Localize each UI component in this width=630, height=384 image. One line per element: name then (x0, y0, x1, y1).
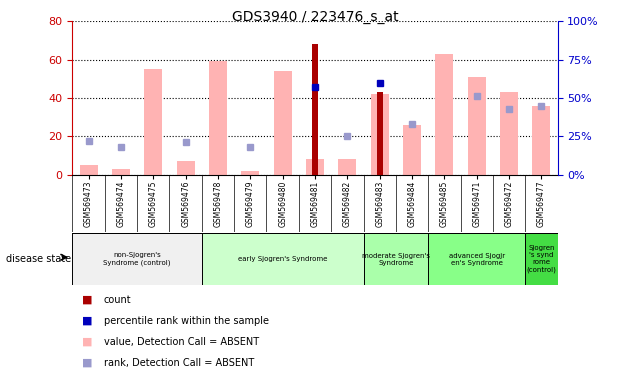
Bar (428, 233, 525, 285)
Bar (241, 171, 259, 175)
Text: count: count (104, 295, 132, 305)
Bar (435, 54, 453, 175)
Text: value, Detection Call = ABSENT: value, Detection Call = ABSENT (104, 337, 259, 347)
Text: GSM569479: GSM569479 (246, 180, 255, 227)
Text: GSM569475: GSM569475 (149, 180, 158, 227)
Bar (364, 233, 428, 285)
Text: moderate Sjogren's
Syndrome: moderate Sjogren's Syndrome (362, 253, 430, 265)
Text: ■: ■ (82, 295, 93, 305)
Text: GSM569483: GSM569483 (375, 181, 384, 227)
Text: ■: ■ (82, 316, 93, 326)
Text: GSM569476: GSM569476 (181, 180, 190, 227)
Bar (72, 233, 202, 285)
Bar (80, 165, 98, 175)
Bar (209, 61, 227, 175)
Bar (144, 69, 162, 175)
Text: GSM569482: GSM569482 (343, 181, 352, 227)
Text: GSM569472: GSM569472 (505, 181, 513, 227)
Text: ■: ■ (82, 337, 93, 347)
Bar (306, 159, 324, 175)
Text: GSM569481: GSM569481 (311, 181, 319, 227)
Text: ■: ■ (82, 358, 93, 368)
Bar (532, 106, 550, 175)
Text: GSM569471: GSM569471 (472, 181, 481, 227)
Text: early Sjogren's Syndrome: early Sjogren's Syndrome (238, 256, 328, 262)
Text: GSM569477: GSM569477 (537, 180, 546, 227)
Bar (468, 77, 486, 175)
Text: percentile rank within the sample: percentile rank within the sample (104, 316, 269, 326)
Text: GDS3940 / 223476_s_at: GDS3940 / 223476_s_at (232, 10, 398, 23)
Bar (371, 94, 389, 175)
Bar (177, 161, 195, 175)
Bar (377, 92, 383, 175)
Bar (274, 71, 292, 175)
Text: non-Sjogren's
Syndrome (control): non-Sjogren's Syndrome (control) (103, 252, 171, 266)
Text: GSM569473: GSM569473 (84, 180, 93, 227)
Bar (500, 92, 518, 175)
Text: rank, Detection Call = ABSENT: rank, Detection Call = ABSENT (104, 358, 254, 368)
Bar (525, 233, 558, 285)
Bar (403, 125, 421, 175)
Text: GSM569484: GSM569484 (408, 181, 416, 227)
Text: GSM569478: GSM569478 (214, 181, 222, 227)
Text: Sjogren
's synd
rome
(control): Sjogren 's synd rome (control) (527, 245, 556, 273)
Bar (338, 159, 356, 175)
Bar (312, 44, 318, 175)
Text: GSM569480: GSM569480 (278, 181, 287, 227)
Bar (202, 233, 364, 285)
Text: GSM569474: GSM569474 (117, 180, 125, 227)
Text: GSM569485: GSM569485 (440, 181, 449, 227)
Text: disease state: disease state (6, 254, 71, 264)
Bar (112, 169, 130, 175)
Text: advanced Sjogjr
en's Syndrome: advanced Sjogjr en's Syndrome (449, 253, 505, 265)
